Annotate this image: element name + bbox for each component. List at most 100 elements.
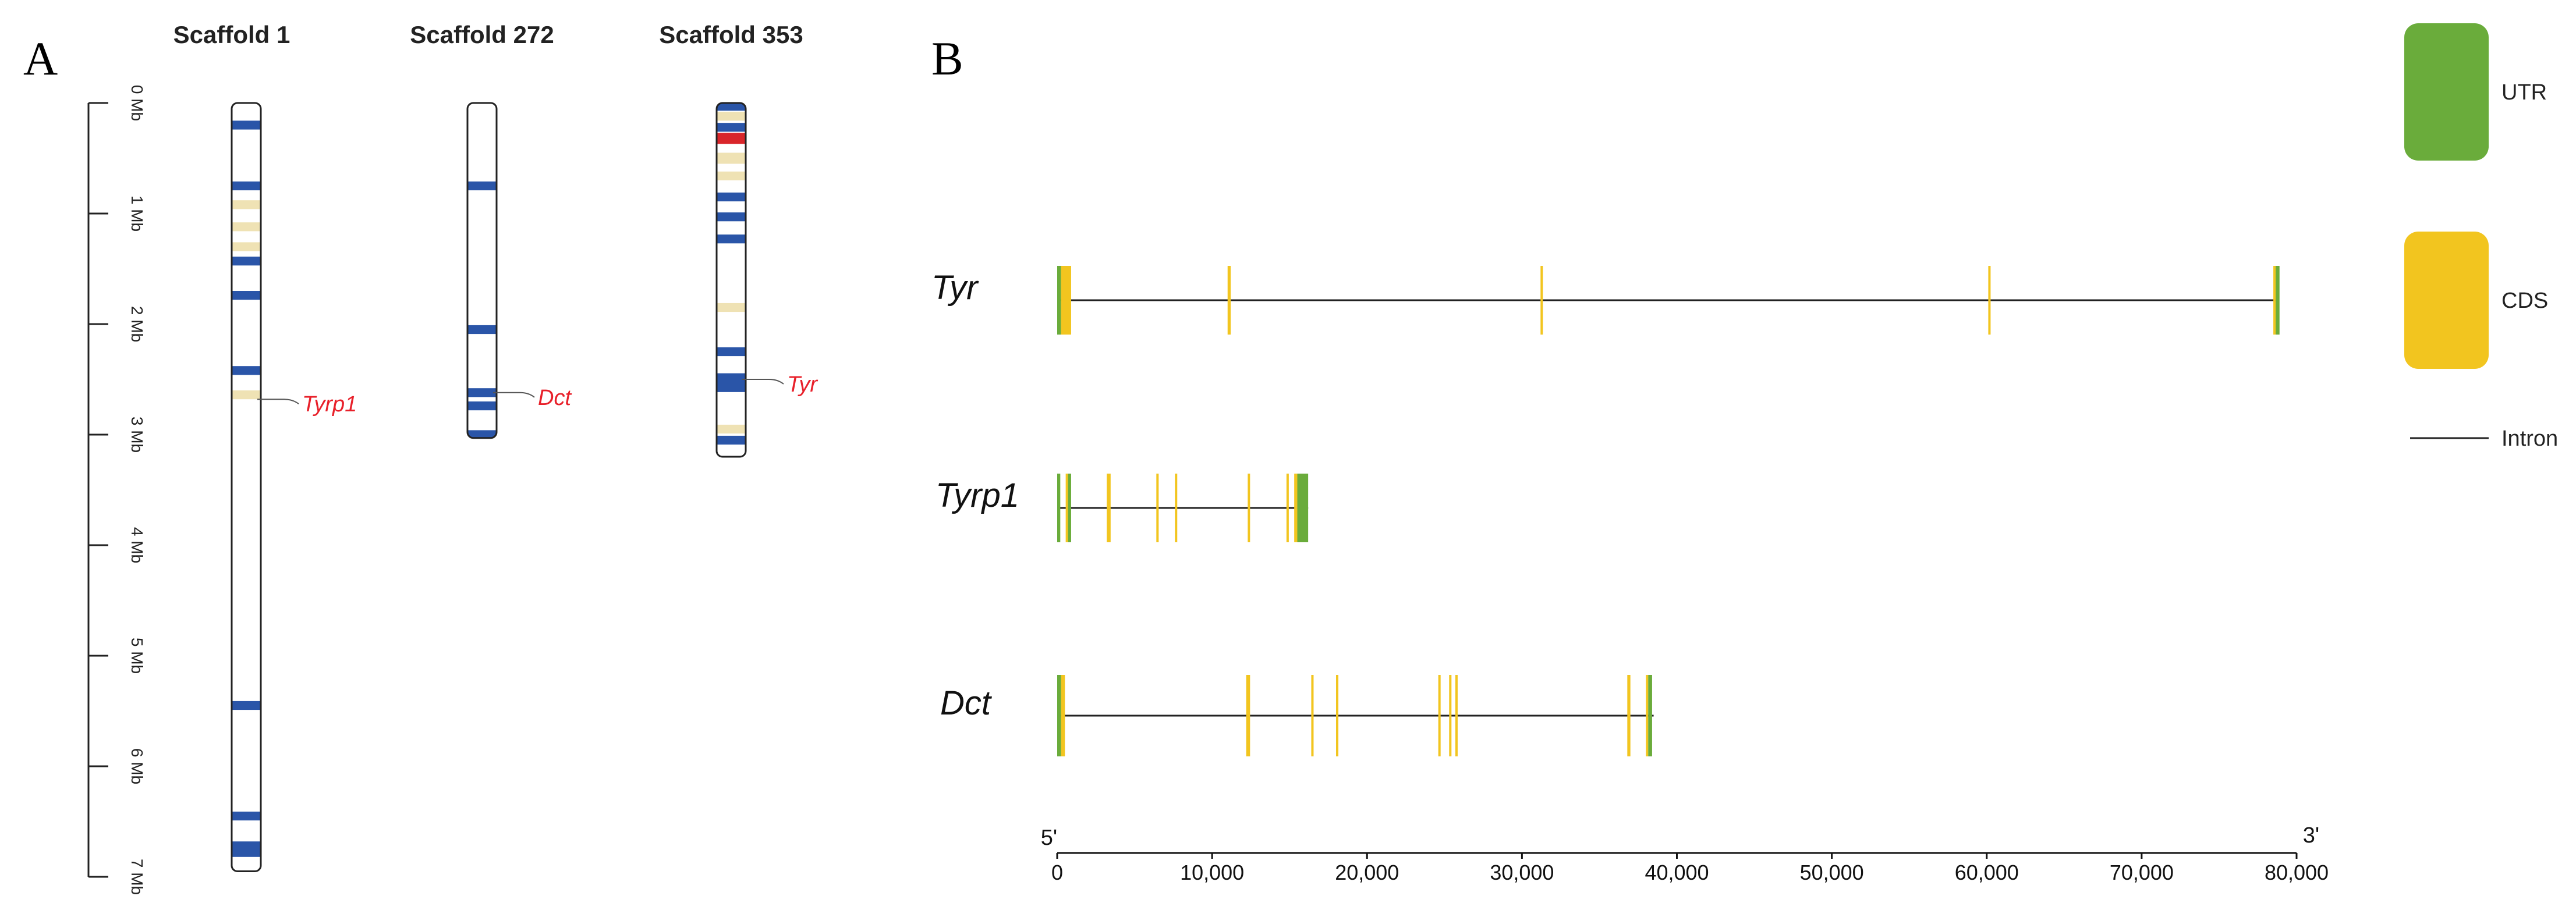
band-blue <box>717 435 746 445</box>
scaffold-outline <box>715 102 747 458</box>
cds-block <box>2273 266 2276 335</box>
band-blue <box>717 123 746 132</box>
scaffold-title: Scaffold 353 <box>659 21 803 48</box>
legend-item-utr: UTR <box>2404 23 2547 161</box>
scale-tick-label: 0 Mb <box>128 85 146 121</box>
x-tick-label: 10,000 <box>1180 861 1244 884</box>
scaffold-title: Scaffold 272 <box>410 21 554 48</box>
x-axis: 0 10,000 20,000 30,000 40,000 50,000 60,000 70,… <box>1041 823 2329 884</box>
annotation-label: Dct <box>538 386 572 410</box>
legend-swatch <box>2404 232 2489 369</box>
x-tick-label: 0 <box>1051 861 1063 884</box>
scaffold-title: Scaffold 1 <box>173 21 290 48</box>
cds-block <box>1175 474 1178 542</box>
cds-block <box>1646 675 1649 756</box>
utr-block <box>1057 266 1061 335</box>
band-blue <box>467 181 497 191</box>
gene-name: Tyrp1 <box>936 477 1019 514</box>
scale-tick-label: 2 Mb <box>128 306 146 342</box>
panel-a-letter: A <box>23 32 58 85</box>
cds-block <box>1065 474 1068 542</box>
cds-block <box>1438 675 1441 756</box>
legend-swatch <box>2404 23 2489 161</box>
scale-tick-label: 4 Mb <box>128 527 146 563</box>
band-tan <box>232 200 261 209</box>
cds-block <box>1449 675 1452 756</box>
band-blue <box>717 192 746 202</box>
cds-block <box>1156 474 1159 542</box>
scale-tick-label: 1 Mb <box>128 195 146 232</box>
band-blue <box>717 103 746 111</box>
utr-block <box>1648 675 1652 756</box>
scaffold-outline <box>231 102 262 872</box>
scale-tick-label: 7 Mb <box>128 859 146 895</box>
gene-tyrp1: Tyrp1 <box>936 474 1309 542</box>
x-tick-label: 40,000 <box>1645 861 1709 884</box>
x-tick-label: 80,000 <box>2265 861 2329 884</box>
band-blue <box>467 388 497 397</box>
gene-models: Tyr Tyrp1 Dct <box>931 266 2280 756</box>
band-blue <box>232 841 261 857</box>
band-blue <box>232 366 261 375</box>
cds-block <box>1248 474 1250 542</box>
band-tan <box>717 424 746 434</box>
gene-dct: Dct <box>940 675 1654 756</box>
panel-b: B Tyr Tyrp1 Dct 0 10,000 20,000 30,000 40,000 5… <box>931 23 2558 884</box>
cds-block <box>1286 474 1289 542</box>
gene-name: Dct <box>940 684 993 722</box>
gene-tyr: Tyr <box>931 266 2280 335</box>
band-blue <box>467 430 497 438</box>
cds-block <box>1627 675 1631 756</box>
scaffold-fill <box>467 103 497 438</box>
scaffold-bands <box>467 103 497 438</box>
cds-block <box>1540 266 1543 335</box>
band-red <box>717 133 746 144</box>
band-blue <box>232 181 261 191</box>
band-blue <box>467 325 497 335</box>
scaffold-fill <box>232 103 261 872</box>
scaffold-bands <box>717 103 746 457</box>
band-blue <box>232 120 261 130</box>
band-tan <box>232 242 261 251</box>
annotation-leader <box>493 392 535 398</box>
cds-block <box>1246 675 1250 756</box>
band-tan <box>232 390 261 400</box>
band-blue <box>717 347 746 357</box>
band-blue <box>467 401 497 411</box>
cds-block <box>1061 675 1065 756</box>
band-blue <box>717 234 746 244</box>
annotation-label: Tyrp1 <box>302 392 357 417</box>
three-prime-label: 3' <box>2303 823 2319 848</box>
gene-name: Tyr <box>931 269 979 307</box>
band-blue <box>232 291 261 300</box>
annotation-leader <box>257 399 299 404</box>
scale-tick-label: 3 Mb <box>128 417 146 453</box>
band-tan <box>717 152 746 164</box>
utr-block <box>1057 474 1061 542</box>
legend-item-cds: CDS <box>2404 232 2548 369</box>
utr-block <box>1057 675 1061 756</box>
utr-block <box>1297 474 1309 542</box>
panel-a: A 0 Mb 1 Mb 2 Mb 3 Mb 4 Mb 5 Mb 6 Mb 7 Mb Scaff… <box>23 21 818 895</box>
scale-tick-label: 5 Mb <box>128 638 146 674</box>
cds-block <box>1061 266 1071 335</box>
cds-block <box>1107 474 1111 542</box>
band-tan <box>717 112 746 121</box>
cds-block <box>1227 266 1231 335</box>
annotation-leader <box>742 379 784 385</box>
annotation-label: Tyr <box>787 372 818 397</box>
x-tick-label: 50,000 <box>1800 861 1864 884</box>
band-tan <box>717 303 746 312</box>
panel-b-letter: B <box>931 32 963 85</box>
scale-tick-label: 6 Mb <box>128 748 146 784</box>
utr-block <box>1068 474 1071 542</box>
cds-block <box>1988 266 1991 335</box>
legend-label: UTR <box>2501 80 2547 105</box>
band-blue <box>717 373 746 392</box>
x-tick-label: 20,000 <box>1335 861 1399 884</box>
legend-label: Intron <box>2501 426 2558 451</box>
band-blue <box>232 811 261 821</box>
scaffold-outline <box>466 102 498 439</box>
legend-label: CDS <box>2501 289 2548 313</box>
